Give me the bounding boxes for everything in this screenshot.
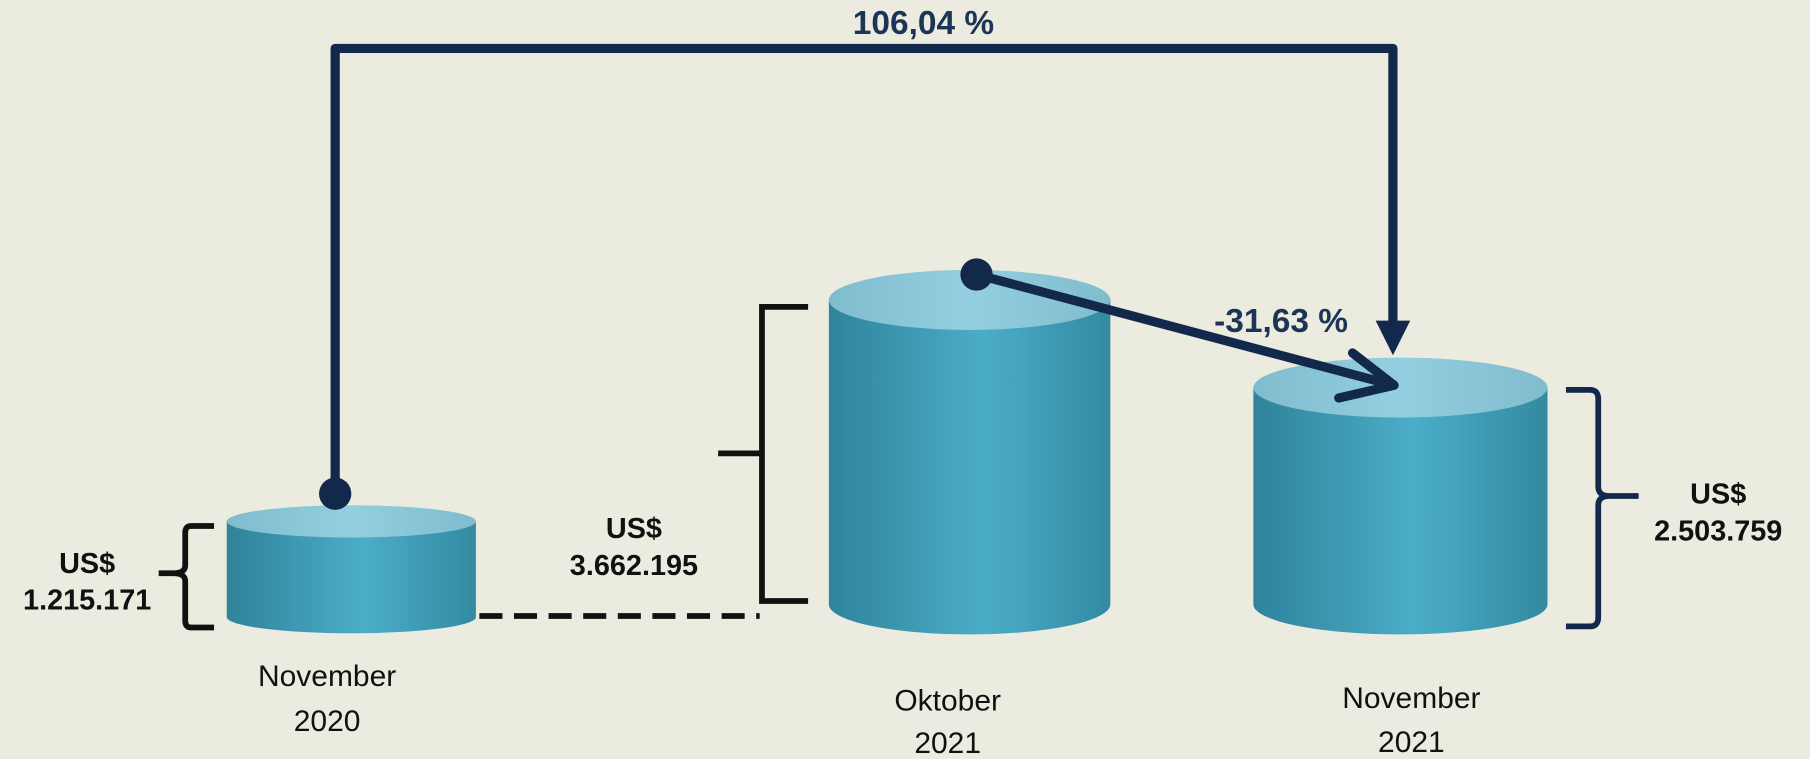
cylinder bbox=[828, 269, 1111, 635]
cylinder bbox=[226, 505, 476, 634]
change-label: -31,63 % bbox=[1214, 303, 1348, 340]
period: 2021 bbox=[914, 727, 981, 759]
period: 2021 bbox=[1378, 726, 1445, 759]
currency: US$ bbox=[1690, 479, 1746, 511]
currency: US$ bbox=[606, 513, 662, 545]
period: Oktober bbox=[894, 684, 1001, 717]
arrow bbox=[960, 258, 1399, 403]
period: November bbox=[1342, 682, 1480, 715]
amount: 1.215.171 bbox=[23, 585, 151, 617]
bracket bbox=[158, 523, 215, 631]
bracket bbox=[718, 303, 809, 604]
currency: US$ bbox=[59, 548, 115, 580]
arrow bbox=[319, 43, 1411, 510]
cylinder bbox=[1253, 357, 1548, 635]
amount: 2.503.759 bbox=[1654, 516, 1782, 548]
bracket bbox=[1565, 386, 1639, 630]
change-label: 106,04 % bbox=[853, 5, 994, 42]
amount: 3.662.195 bbox=[570, 550, 698, 582]
period: November bbox=[258, 660, 396, 693]
period: 2020 bbox=[294, 705, 361, 738]
